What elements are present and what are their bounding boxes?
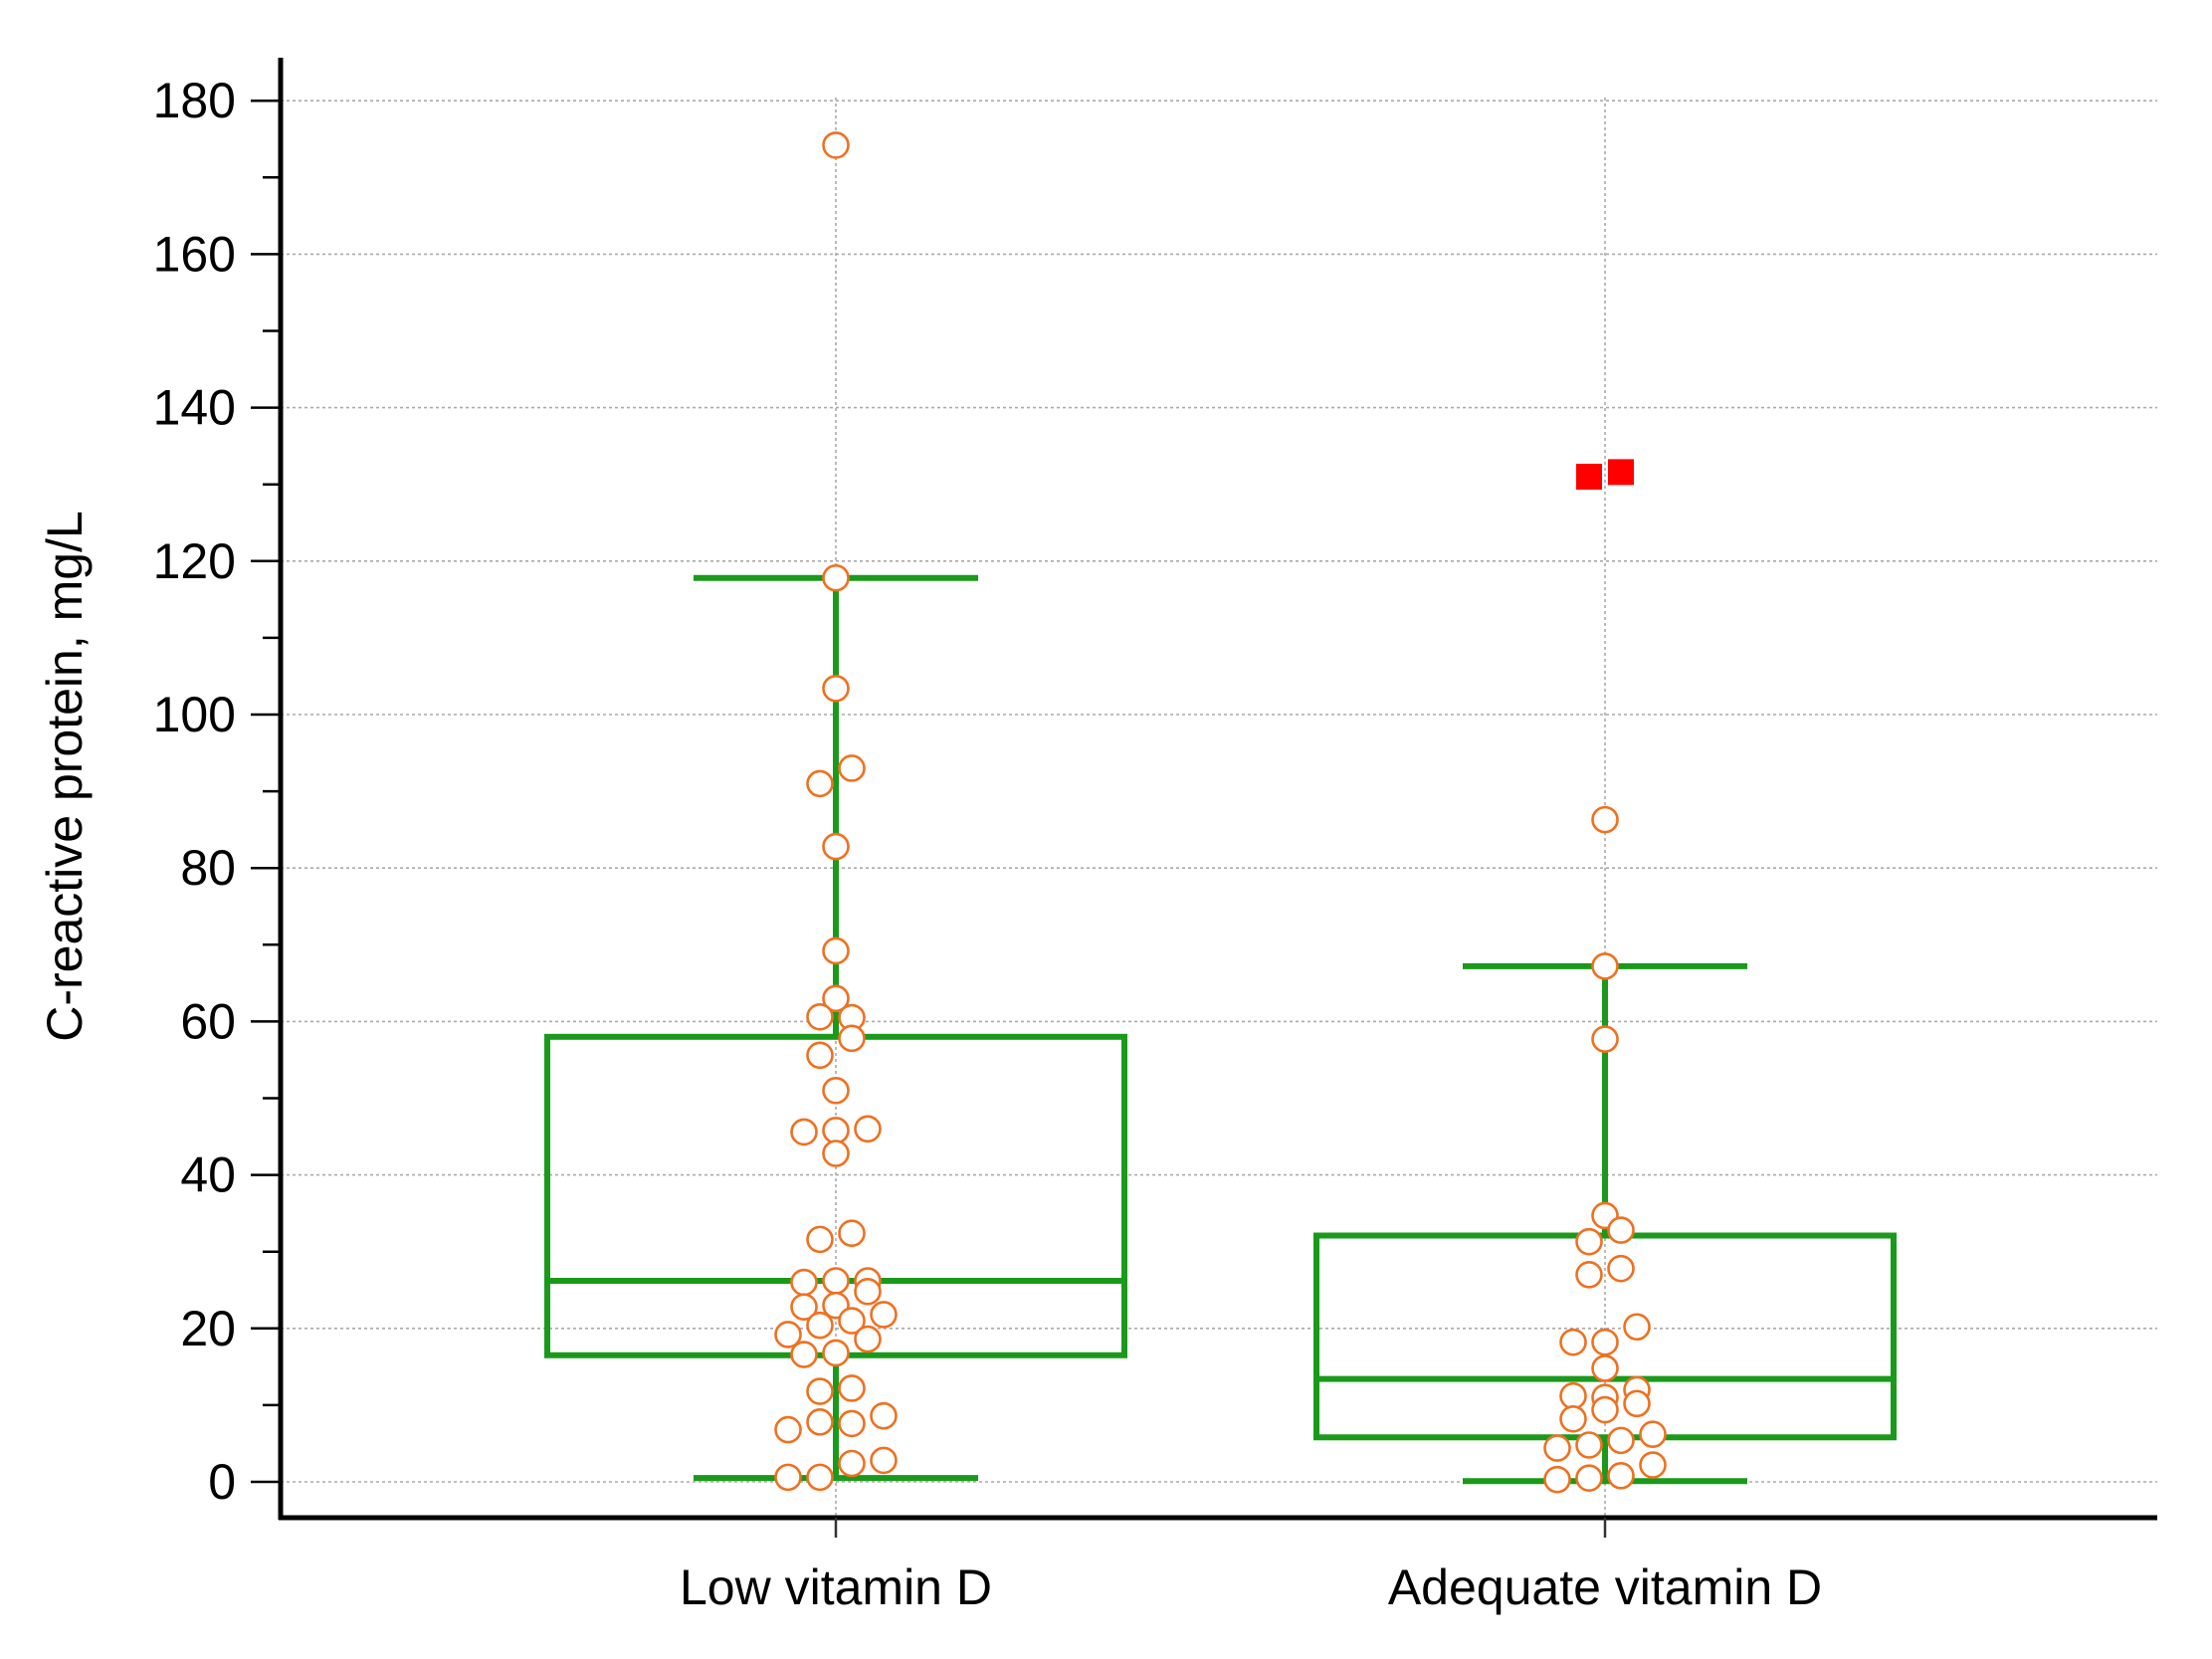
low-vitamin-d-point-11	[806, 1041, 834, 1070]
low-vitamin-d-point-32	[838, 1374, 866, 1402]
adequate-vitamin-d-point-4	[1607, 1216, 1635, 1244]
adequate-vitamin-d-outlier-0	[1576, 463, 1602, 490]
adequate-vitamin-d-point-7	[1575, 1261, 1603, 1289]
adequate-vitamin-d-box	[1313, 1232, 1897, 1441]
adequate-vitamin-d-point-19	[1607, 1426, 1635, 1455]
adequate-vitamin-d-point-13	[1559, 1381, 1587, 1410]
low-vitamin-d-point-6	[822, 936, 850, 965]
low-vitamin-d-point-33	[806, 1377, 834, 1405]
x-tick-label-adequate-vitamin-d: Adequate vitamin D	[1388, 1559, 1822, 1615]
low-vitamin-d-point-5	[822, 832, 850, 861]
adequate-vitamin-d-point-16	[1591, 1395, 1619, 1424]
y-tick-label-20: 20	[180, 1301, 236, 1356]
axes	[251, 58, 2157, 1538]
low-vitamin-d-point-37	[774, 1415, 802, 1444]
low-vitamin-d-point-20	[822, 1267, 850, 1295]
y-tick-label-60: 60	[180, 993, 236, 1049]
low-vitamin-d-point-14	[822, 1117, 850, 1144]
y-tick-label-160: 160	[153, 226, 236, 282]
adequate-vitamin-d-point-24	[1575, 1464, 1603, 1492]
adequate-vitamin-d-point-8	[1623, 1313, 1651, 1342]
low-vitamin-d-point-41	[806, 1463, 834, 1492]
adequate-vitamin-d-point-6	[1607, 1254, 1635, 1283]
adequate-vitamin-d-point-18	[1639, 1420, 1667, 1448]
adequate-vitamin-d-point-9	[1559, 1328, 1587, 1356]
adequate-vitamin-d-point-11	[1591, 1354, 1619, 1382]
adequate-vitamin-d-point-17	[1559, 1404, 1587, 1433]
boxes	[544, 574, 1897, 1485]
low-vitamin-d-point-40	[774, 1463, 802, 1492]
y-tick-label-180: 180	[153, 73, 236, 128]
low-vitamin-d-point-23	[790, 1293, 818, 1322]
low-vitamin-d-point-39	[838, 1449, 866, 1478]
grid	[281, 98, 2157, 1518]
x-tick-label-low-vitamin-d: Low vitamin D	[680, 1559, 992, 1615]
low-vitamin-d-point-10	[838, 1024, 866, 1053]
low-vitamin-d-point-22	[854, 1277, 882, 1306]
low-vitamin-d-point-2	[822, 674, 850, 703]
y-tick-label-100: 100	[153, 687, 236, 742]
y-tick-label-80: 80	[180, 840, 236, 896]
low-vitamin-d-point-34	[870, 1401, 898, 1430]
low-vitamin-d-point-13	[790, 1118, 818, 1146]
low-vitamin-d-point-19	[790, 1268, 818, 1297]
low-vitamin-d-point-12	[822, 1076, 850, 1105]
adequate-vitamin-d-point-15	[1623, 1389, 1651, 1418]
adequate-vitamin-d-point-2	[1591, 1025, 1619, 1053]
y-tick-label-140: 140	[153, 380, 236, 436]
y-tick-label-0: 0	[208, 1454, 236, 1510]
adequate-vitamin-d-point-23	[1607, 1462, 1635, 1490]
low-vitamin-d-point-35	[806, 1408, 834, 1436]
low-vitamin-d-point-31	[822, 1339, 850, 1367]
y-tick-label-120: 120	[153, 533, 236, 589]
adequate-vitamin-d-outlier-1	[1608, 459, 1634, 486]
adequate-vitamin-d-point-10	[1591, 1328, 1619, 1356]
low-vitamin-d-point-36	[838, 1409, 866, 1438]
low-vitamin-d-point-25	[870, 1301, 898, 1329]
data-points	[774, 131, 1667, 1494]
adequate-vitamin-d-point-0	[1591, 805, 1619, 834]
labels: 0 20 40 60 80 100 120 140 160 180 Low vitamin D Ade…	[153, 73, 1823, 1615]
low-vitamin-d-point-30	[790, 1341, 818, 1368]
low-vitamin-d-point-16	[822, 1140, 850, 1167]
low-vitamin-d-point-0	[822, 131, 850, 159]
y-axis-title: C-reactive protein, mg/L	[37, 511, 93, 1042]
low-vitamin-d-point-26	[838, 1307, 866, 1335]
adequate-vitamin-d-point-1	[1591, 952, 1619, 980]
adequate-vitamin-d-point-5	[1575, 1227, 1603, 1256]
low-vitamin-d-point-8	[806, 1002, 834, 1031]
low-vitamin-d-point-15	[854, 1115, 882, 1143]
adequate-vitamin-d-point-20	[1575, 1431, 1603, 1459]
adequate-vitamin-d-point-21	[1543, 1434, 1571, 1462]
low-vitamin-d-point-4	[806, 769, 834, 798]
adequate-vitamin-d-point-25	[1543, 1465, 1571, 1494]
low-vitamin-d-point-27	[806, 1311, 834, 1340]
y-tick-label-40: 40	[180, 1147, 236, 1203]
low-vitamin-d-point-29	[854, 1325, 882, 1353]
low-vitamin-d-point-18	[806, 1225, 834, 1254]
low-vitamin-d-point-28	[774, 1321, 802, 1348]
low-vitamin-d-point-1	[822, 563, 850, 592]
low-vitamin-d-point-38	[870, 1446, 898, 1475]
low-vitamin-d-point-17	[838, 1219, 866, 1247]
adequate-vitamin-d-point-22	[1639, 1451, 1667, 1479]
low-vitamin-d-point-7	[822, 984, 850, 1013]
low-vitamin-d-point-3	[838, 754, 866, 782]
